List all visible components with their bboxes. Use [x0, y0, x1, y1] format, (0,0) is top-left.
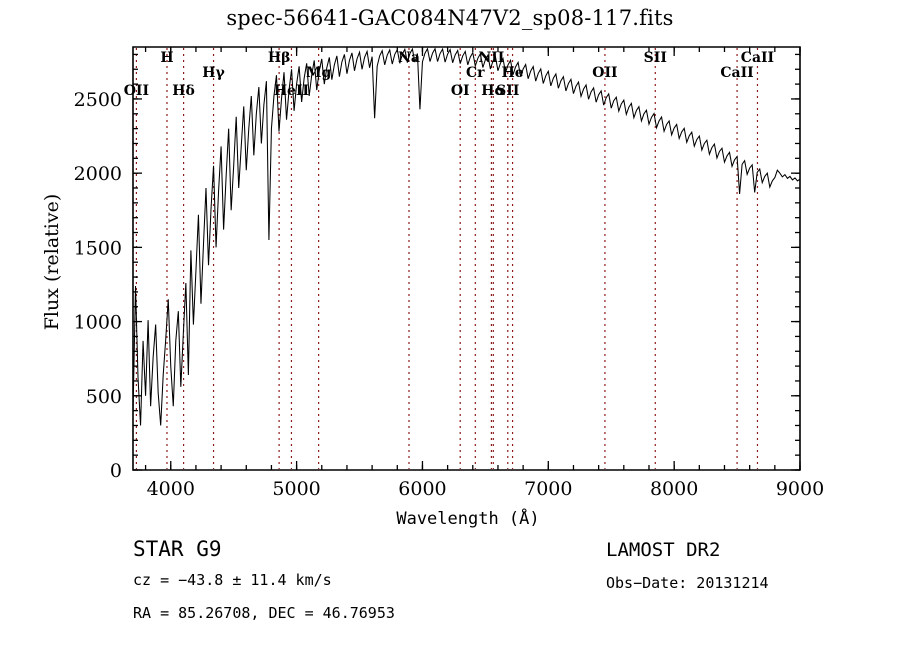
y-tick-label: 0	[110, 460, 122, 482]
spectral-line-label: He	[501, 65, 523, 81]
x-tick-label: 8000	[650, 478, 698, 500]
line-marker-group	[135, 48, 759, 469]
spectral-line-label: Hγ	[202, 65, 225, 81]
y-tick-label: 1500	[74, 237, 122, 259]
page-title: spec-56641-GAC084N47V2_sp08-117.fits	[226, 6, 674, 30]
spectral-line-label: H	[160, 50, 173, 66]
spectral-line-label: CaII	[741, 50, 774, 66]
footer-survey: LAMOST DR2	[606, 539, 721, 561]
spectral-line-label: OII	[124, 83, 149, 99]
spectral-line-label: Mg	[306, 65, 331, 81]
spectral-line-label: Cr	[466, 65, 485, 81]
y-tick-label: 2500	[74, 89, 122, 111]
spectrum-trace-group	[133, 47, 800, 470]
y-tick-label: 2000	[74, 163, 122, 185]
footer-coordinates: RA = 85.26708, DEC = 46.76953	[133, 604, 395, 622]
axis-group	[132, 46, 801, 471]
y-tick-label: 500	[86, 386, 122, 408]
y-tick-label: 1000	[74, 312, 122, 334]
spectral-line-label: SII	[496, 83, 519, 99]
spectral-line-label: OI	[451, 83, 470, 99]
spectral-line-label: Hδ	[172, 83, 195, 99]
spectral-line-label: HeII	[274, 83, 309, 99]
spectral-line-label: Na	[398, 50, 420, 66]
spectral-line-label: CaII	[720, 65, 753, 81]
spectral-line-label: Hα	[481, 83, 505, 99]
spectral-line-label: Hβ	[268, 50, 291, 66]
y-axis-label: Flux (relative)	[41, 194, 63, 331]
x-tick-label: 4000	[147, 478, 195, 500]
spectrum-trace	[133, 47, 800, 470]
x-tick-label: 5000	[272, 478, 320, 500]
footer-star-class: STAR G9	[133, 537, 222, 561]
plot-frame	[132, 46, 801, 471]
x-tick-label: 7000	[524, 478, 572, 500]
footer-obs-date: Obs−Date: 20131214	[606, 574, 769, 592]
spectral-line-label: NII	[478, 50, 504, 66]
x-tick-label: 9000	[776, 478, 824, 500]
footer-redshift: cz = −43.8 ± 11.4 km/s	[133, 571, 332, 589]
spectral-line-label: SII	[644, 50, 667, 66]
x-tick-label: 6000	[398, 478, 446, 500]
x-axis-label: Wavelength (Å)	[396, 507, 539, 529]
spectral-line-label: OII	[592, 65, 617, 81]
tick-label-group: 4000 5000 6000 7000 8000 9000 0 500 1000 1500 2000…	[74, 89, 825, 500]
